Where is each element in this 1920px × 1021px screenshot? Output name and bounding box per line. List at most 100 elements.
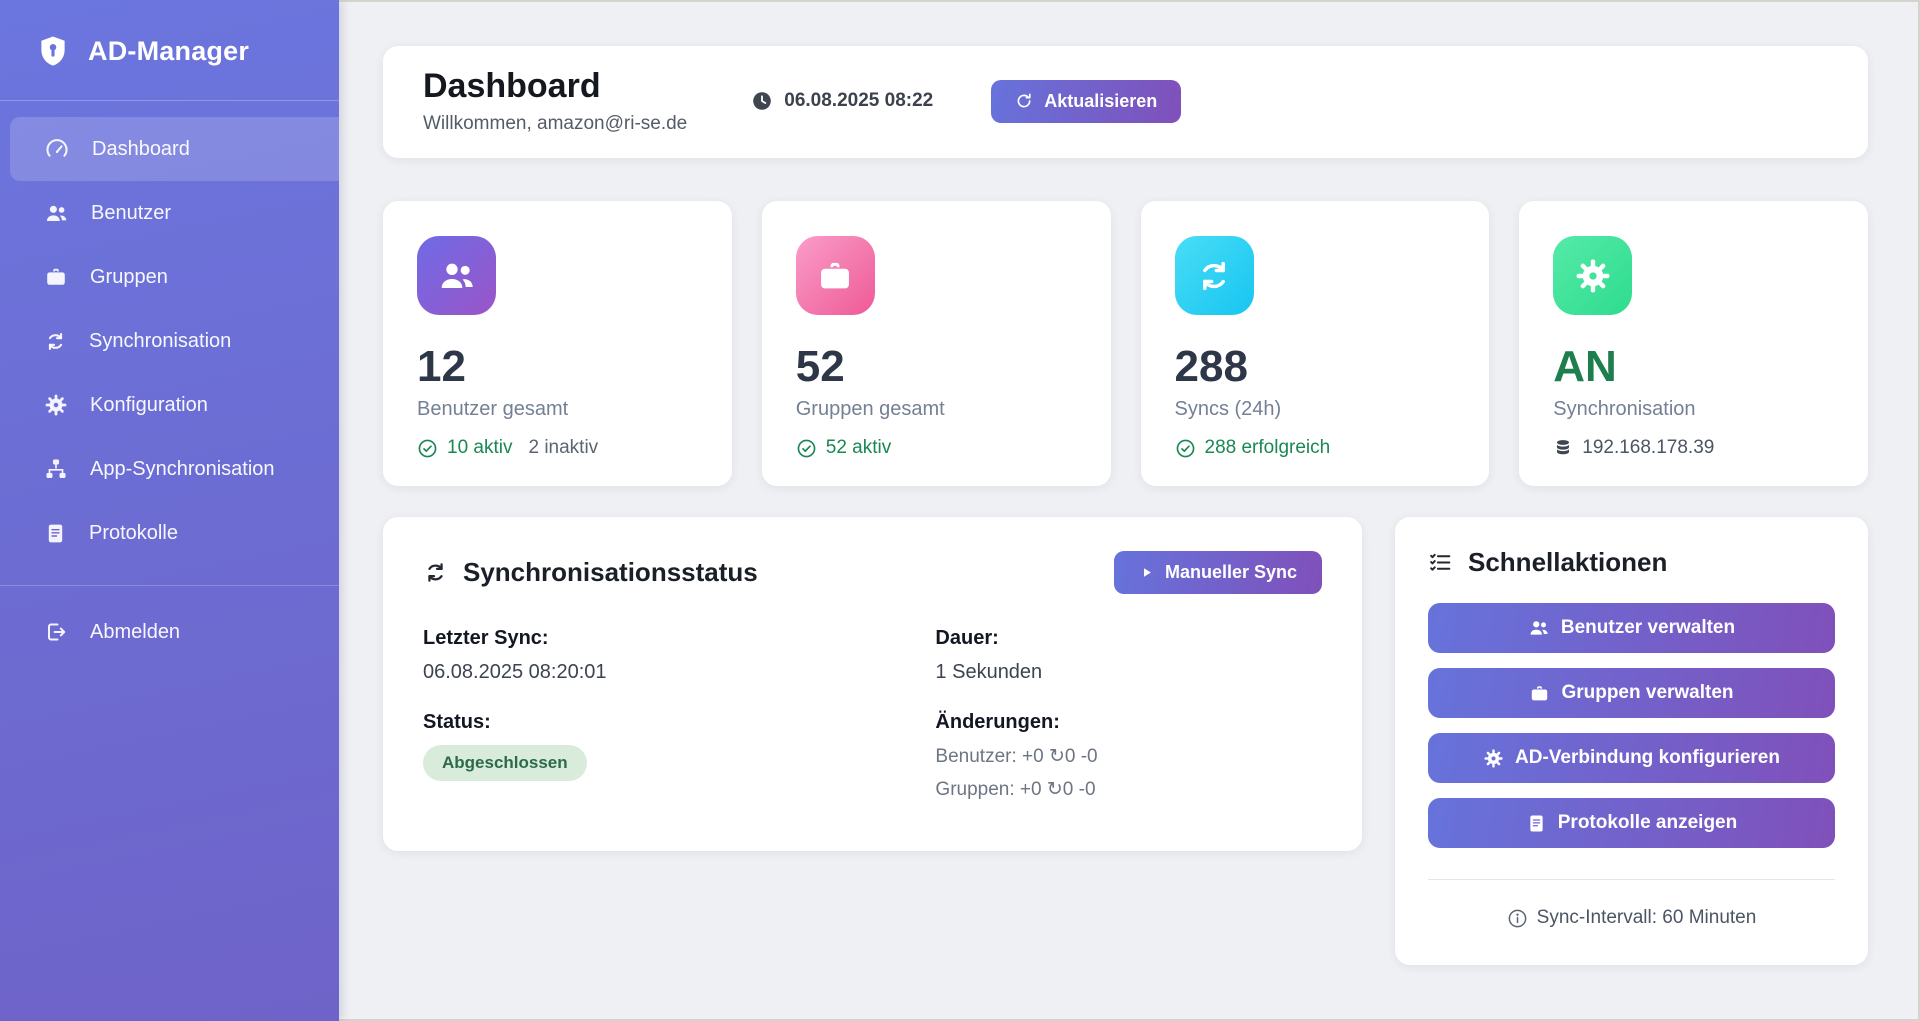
last-sync-value: 06.08.2025 08:20:01: [423, 661, 607, 683]
duration-label: Dauer:: [935, 627, 999, 649]
success-count: 288 erfolgreich: [1204, 437, 1331, 458]
sidebar: AD-Manager Dashboard Benutzer Gruppen Sy…: [0, 0, 339, 1021]
refresh-button[interactable]: Aktualisieren: [991, 79, 1182, 123]
quick-actions-divider: [1428, 879, 1835, 880]
last-sync-field: Letzter Sync: 06.08.2025 08:20:01: [423, 627, 935, 684]
manage-groups-button-label: Gruppen verwalten: [1561, 682, 1734, 703]
stat-status: 52 aktiv: [796, 437, 1077, 459]
check-circle-icon: [1175, 438, 1196, 459]
sidebar-item-label: Dashboard: [92, 137, 190, 160]
stat-card-synchronisation: AN Synchronisation 192.168.178.39: [1519, 201, 1868, 486]
show-logs-button[interactable]: Protokolle anzeigen: [1428, 798, 1835, 848]
app-brand: AD-Manager: [0, 0, 339, 101]
stat-value: 12: [417, 342, 466, 391]
bottom-row: Synchronisationsstatus Manueller Sync Le…: [383, 517, 1868, 965]
stat-label: Benutzer gesamt: [417, 398, 569, 420]
checklist-icon: [1428, 550, 1453, 575]
stat-status: 288 erfolgreich: [1175, 437, 1456, 459]
status-field: Status: Abgeschlossen: [423, 711, 935, 781]
sync-status-title-block: Synchronisationsstatus: [423, 557, 758, 588]
sync-icon: [44, 330, 67, 353]
clock-icon: [751, 90, 773, 112]
manage-users-button[interactable]: Benutzer verwalten: [1428, 603, 1835, 653]
sidebar-item-abmelden[interactable]: Abmelden: [0, 600, 339, 664]
header-title-block: Dashboard Willkommen, amazon@ri-se.de: [423, 67, 687, 135]
changes-field: Änderungen: Benutzer: +0 ↻0 -0 Gruppen: …: [935, 711, 1322, 801]
main-content: Dashboard Willkommen, amazon@ri-se.de 06…: [339, 0, 1920, 1021]
sidebar-item-label: Konfiguration: [90, 393, 208, 416]
sidebar-item-benutzer[interactable]: Benutzer: [0, 181, 339, 245]
sidebar-item-label: Benutzer: [91, 201, 172, 224]
active-count: 10 aktiv: [447, 437, 513, 458]
configure-ad-connection-button-label: AD-Verbindung konfigurieren: [1515, 747, 1780, 768]
briefcase-icon: [1529, 683, 1550, 704]
sidebar-item-label: Gruppen: [90, 265, 168, 288]
duration-value: 1 Sekunden: [935, 661, 1043, 683]
sync-status-left-column: Letzter Sync: 06.08.2025 08:20:01 Status…: [423, 627, 935, 811]
users-icon: [417, 236, 496, 315]
changes-label: Änderungen:: [935, 711, 1060, 733]
sidebar-item-protokolle[interactable]: Protokolle: [0, 501, 339, 565]
stat-status: 10 aktiv 2 inaktiv: [417, 437, 698, 459]
sidebar-item-app-synchronisation[interactable]: App-Synchronisation: [0, 437, 339, 501]
sidebar-item-synchronisation[interactable]: Synchronisation: [0, 309, 339, 373]
sync-interval-text: Sync-Intervall: 60 Minuten: [1536, 907, 1757, 928]
configure-ad-connection-button[interactable]: AD-Verbindung konfigurieren: [1428, 733, 1835, 783]
briefcase-icon: [795, 236, 875, 315]
sidebar-item-gruppen[interactable]: Gruppen: [0, 245, 339, 309]
sync-icon: [1174, 236, 1254, 315]
stat-label: Syncs (24h): [1174, 398, 1282, 420]
users-icon: [44, 201, 69, 226]
sync-status-fields: Letzter Sync: 06.08.2025 08:20:01 Status…: [423, 627, 1322, 811]
sync-status-panel: Synchronisationsstatus Manueller Sync Le…: [383, 517, 1362, 851]
quick-actions-title: Schnellaktionen: [1468, 547, 1668, 577]
sidebar-nav: Dashboard Benutzer Gruppen Synchronisati…: [0, 101, 339, 664]
briefcase-icon: [44, 265, 68, 289]
show-logs-button-label: Protokolle anzeigen: [1557, 812, 1738, 833]
duration-field: Dauer: 1 Sekunden: [935, 627, 1322, 684]
changes-users: Benutzer: +0 ↻0 -0: [935, 746, 1098, 767]
gear-icon: [44, 393, 68, 417]
sidebar-divider: [0, 585, 339, 586]
stat-card-syncs: 288 Syncs (24h) 288 erfolgreich: [1140, 201, 1490, 486]
refresh-button-label: Aktualisieren: [1044, 90, 1158, 111]
sidebar-item-konfiguration[interactable]: Konfiguration: [0, 373, 339, 437]
server-address: 192.168.178.39: [1582, 437, 1715, 458]
shield-icon: [36, 34, 70, 68]
header-card: Dashboard Willkommen, amazon@ri-se.de 06…: [383, 46, 1868, 158]
quick-actions-panel: Schnellaktionen Benutzer verwalten Grupp…: [1395, 517, 1868, 965]
gauge-icon: [44, 136, 70, 162]
quick-actions-title-block: Schnellaktionen: [1428, 547, 1835, 578]
sidebar-item-dashboard[interactable]: Dashboard: [10, 117, 339, 181]
sidebar-item-label: Synchronisation: [89, 329, 232, 352]
refresh-icon: [1015, 92, 1033, 110]
manual-sync-button[interactable]: Manueller Sync: [1113, 551, 1322, 594]
users-icon: [1528, 617, 1550, 639]
datetime-text: 06.08.2025 08:22: [784, 90, 934, 111]
inactive-count: 2 inaktiv: [528, 437, 599, 458]
sync-icon: [423, 560, 448, 585]
header-datetime: 06.08.2025 08:22: [751, 90, 933, 112]
document-icon: [44, 522, 67, 545]
last-sync-label: Letzter Sync:: [423, 627, 549, 649]
stat-card-benutzer: 12 Benutzer gesamt 10 aktiv 2 inaktiv: [383, 201, 732, 486]
welcome-text: Willkommen, amazon@ri-se.de: [423, 113, 688, 134]
manage-users-button-label: Benutzer verwalten: [1560, 617, 1736, 638]
document-icon: [1526, 813, 1547, 834]
manage-groups-button[interactable]: Gruppen verwalten: [1428, 668, 1835, 718]
sidebar-item-label: Protokolle: [89, 521, 178, 544]
status-label: Status:: [423, 711, 491, 733]
stat-label: Synchronisation: [1553, 398, 1696, 420]
stat-value: 52: [795, 342, 845, 391]
sync-status-header: Synchronisationsstatus Manueller Sync: [423, 551, 1322, 594]
active-count: 52 aktiv: [825, 437, 892, 458]
gear-icon: [1483, 748, 1504, 769]
manual-sync-button-label: Manueller Sync: [1164, 562, 1297, 582]
sync-status-right-column: Dauer: 1 Sekunden Änderungen: Benutzer: …: [935, 627, 1322, 811]
stat-value: 288: [1174, 342, 1248, 391]
check-circle-icon: [417, 438, 438, 459]
logout-icon: [44, 620, 68, 644]
stat-status: 192.168.178.39: [1553, 437, 1834, 459]
quick-actions-buttons: Benutzer verwalten Gruppen verwalten AD-…: [1428, 603, 1835, 848]
database-icon: [1553, 438, 1573, 458]
